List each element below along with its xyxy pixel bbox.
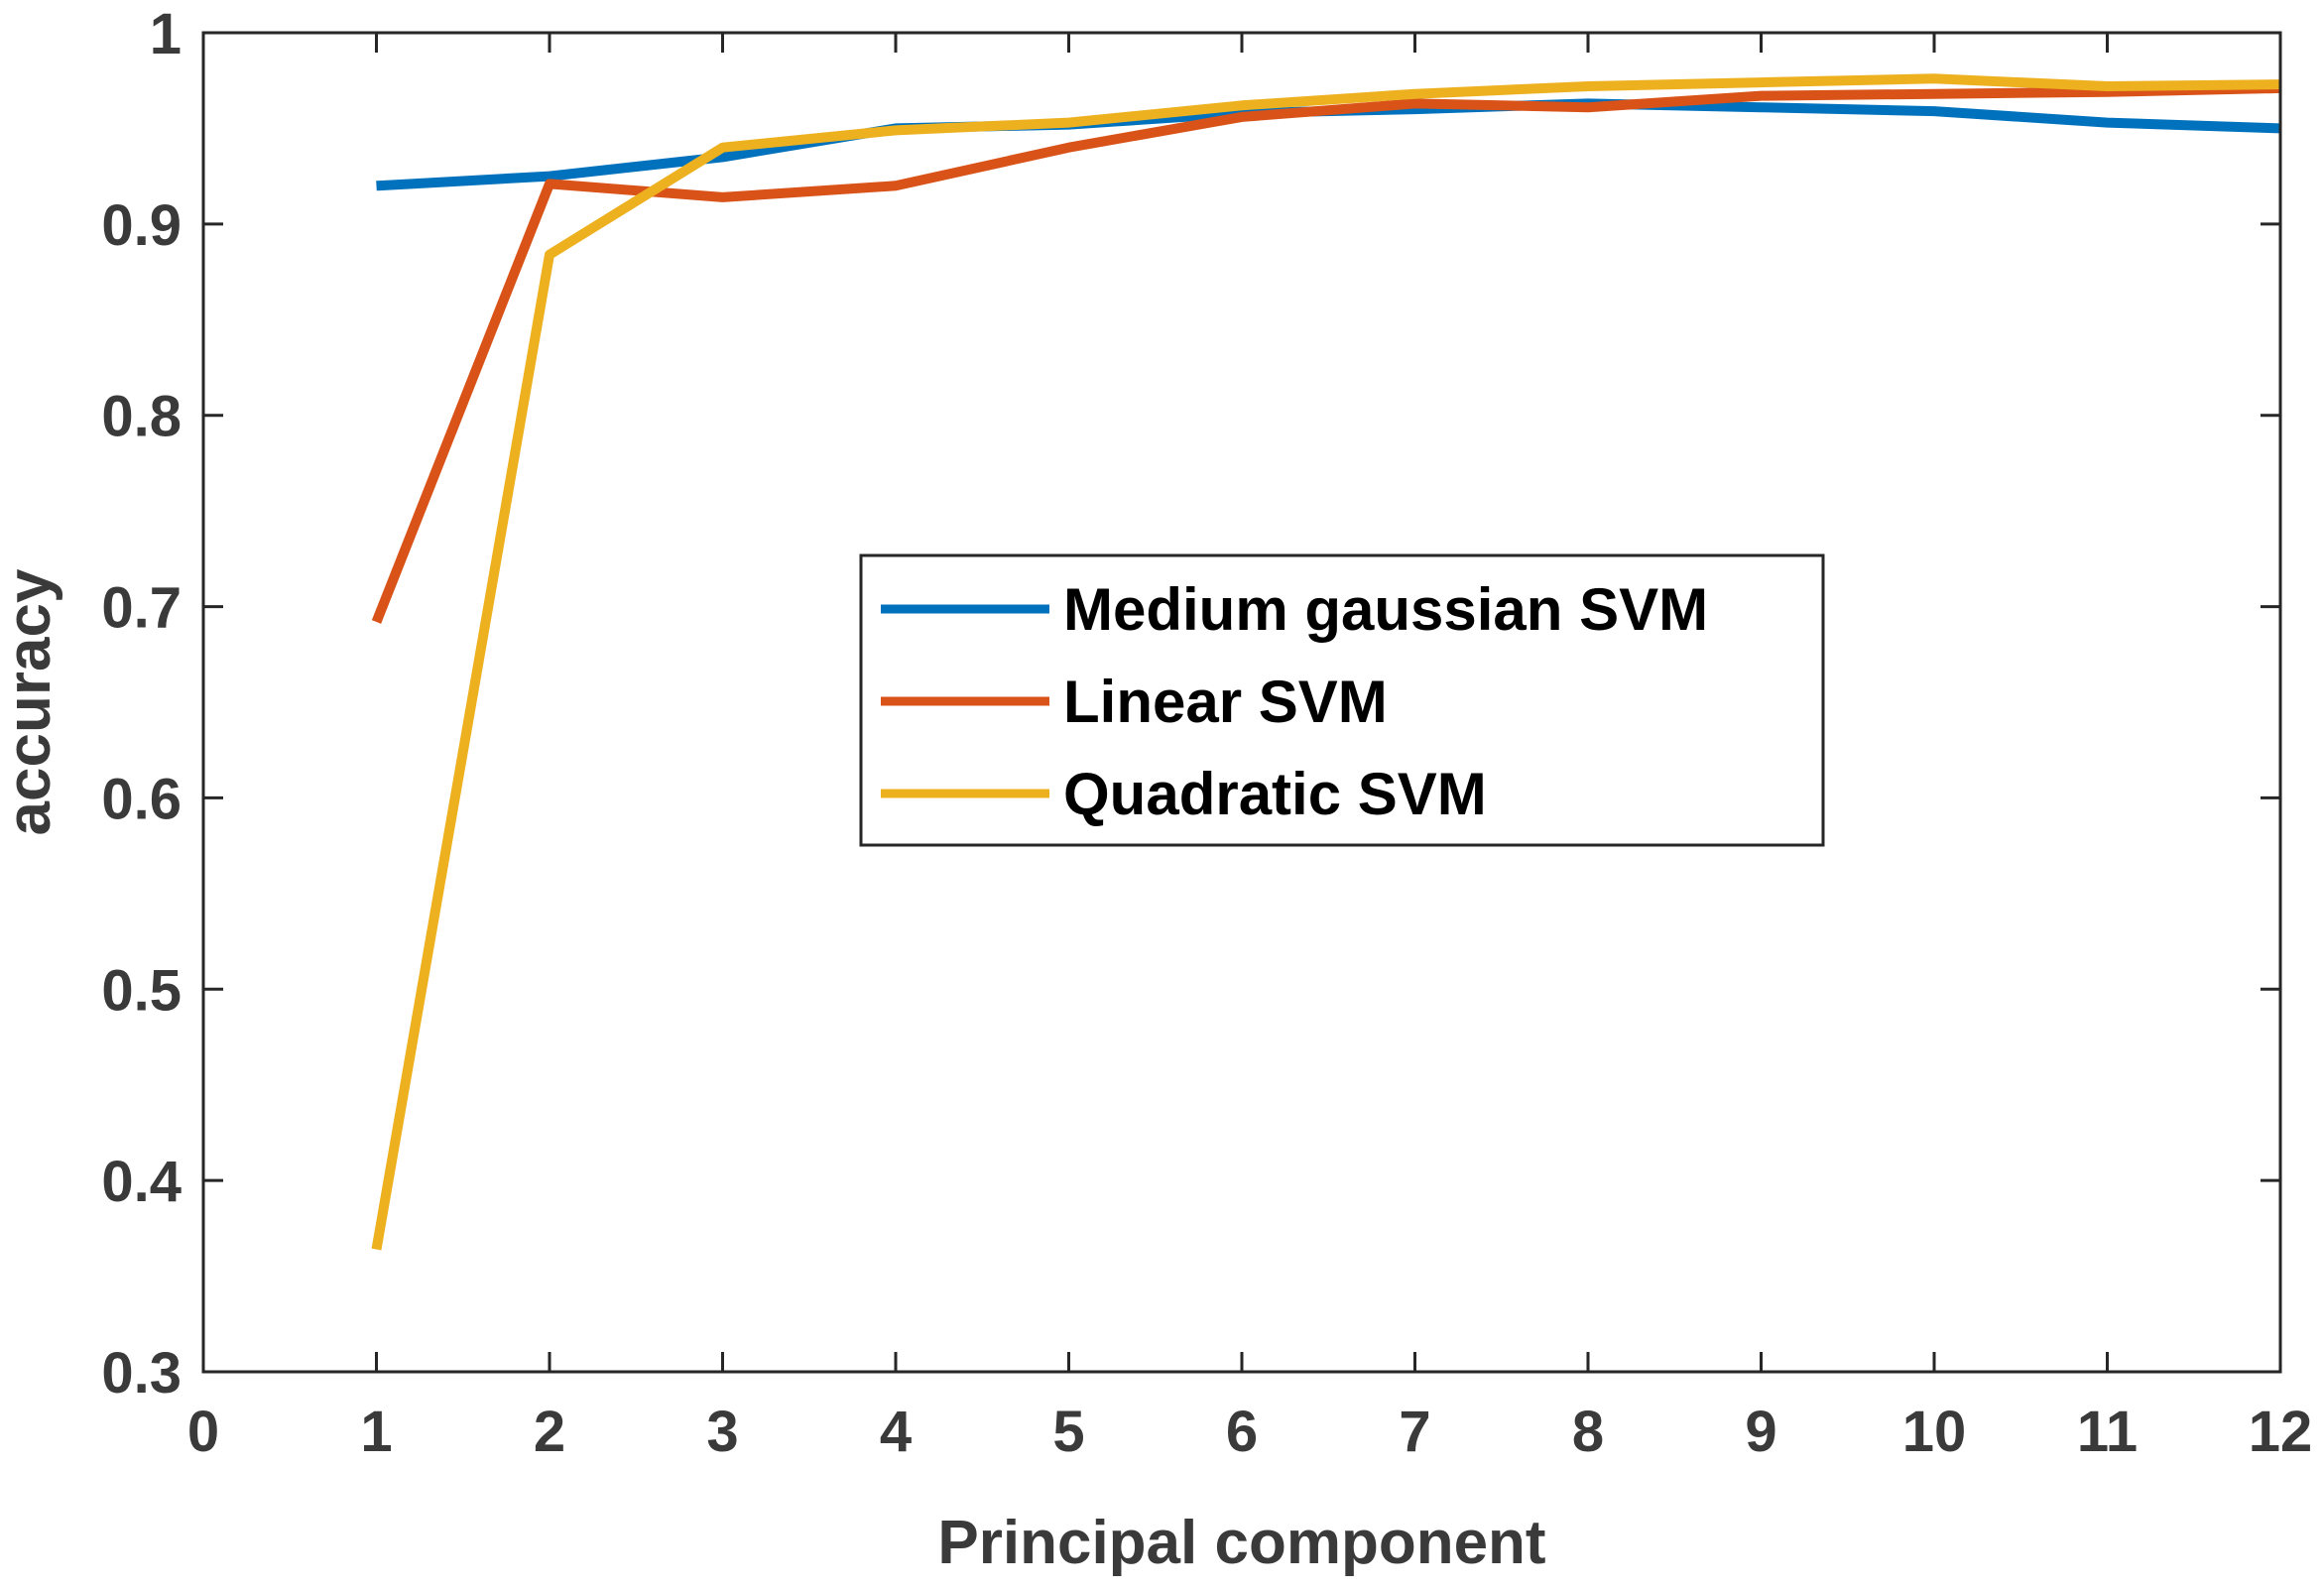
y-tick-label: 0.4: [101, 1150, 182, 1214]
legend-label-quadratic-svm: Quadratic SVM: [1063, 761, 1487, 827]
y-tick-label: 0.8: [101, 385, 182, 449]
x-tick-label: 12: [2249, 1400, 2313, 1464]
x-tick-label: 6: [1226, 1400, 1258, 1464]
x-tick-label: 0: [187, 1400, 219, 1464]
series-line-linear-svm: [371, 82, 2281, 624]
y-tick-label: 0.3: [101, 1341, 182, 1406]
y-tick-label: 0.6: [101, 767, 182, 831]
x-tick-label: 10: [1902, 1400, 1967, 1464]
x-tick-label: 5: [1052, 1400, 1084, 1464]
legend-label-linear-svm: Linear SVM: [1063, 669, 1388, 735]
x-axis-title: Principal component: [937, 1509, 1545, 1577]
x-tick-label: 3: [706, 1400, 738, 1464]
x-tick-label: 8: [1572, 1400, 1604, 1464]
y-tick-label: 0.5: [101, 958, 182, 1023]
x-tick-label: 1: [360, 1400, 392, 1464]
x-tick-label: 7: [1399, 1400, 1430, 1464]
x-tick-label: 4: [880, 1400, 912, 1464]
legend-label-medium-gaussian-svm: Medium gaussian SVM: [1063, 576, 1708, 643]
y-tick-label: 0.7: [101, 576, 182, 641]
ticks-layer: 0 1 2 3 4 5 6 7 8 9 10 11 120.30.40.50.60.70.80.91: [101, 2, 2312, 1464]
y-axis-title: accuracy: [0, 568, 63, 835]
y-tick-label: 0.9: [101, 193, 182, 258]
legend: Medium gaussian SVM Linear SVM Quadratic…: [859, 553, 1825, 847]
x-tick-label: 9: [1745, 1400, 1776, 1464]
y-tick-label: 1: [150, 2, 182, 66]
series-layer: [371, 73, 2281, 1251]
series-line-quadratic-svm: [371, 73, 2281, 1251]
x-tick-label: 11: [2077, 1400, 2138, 1464]
x-tick-label: 2: [534, 1400, 565, 1464]
